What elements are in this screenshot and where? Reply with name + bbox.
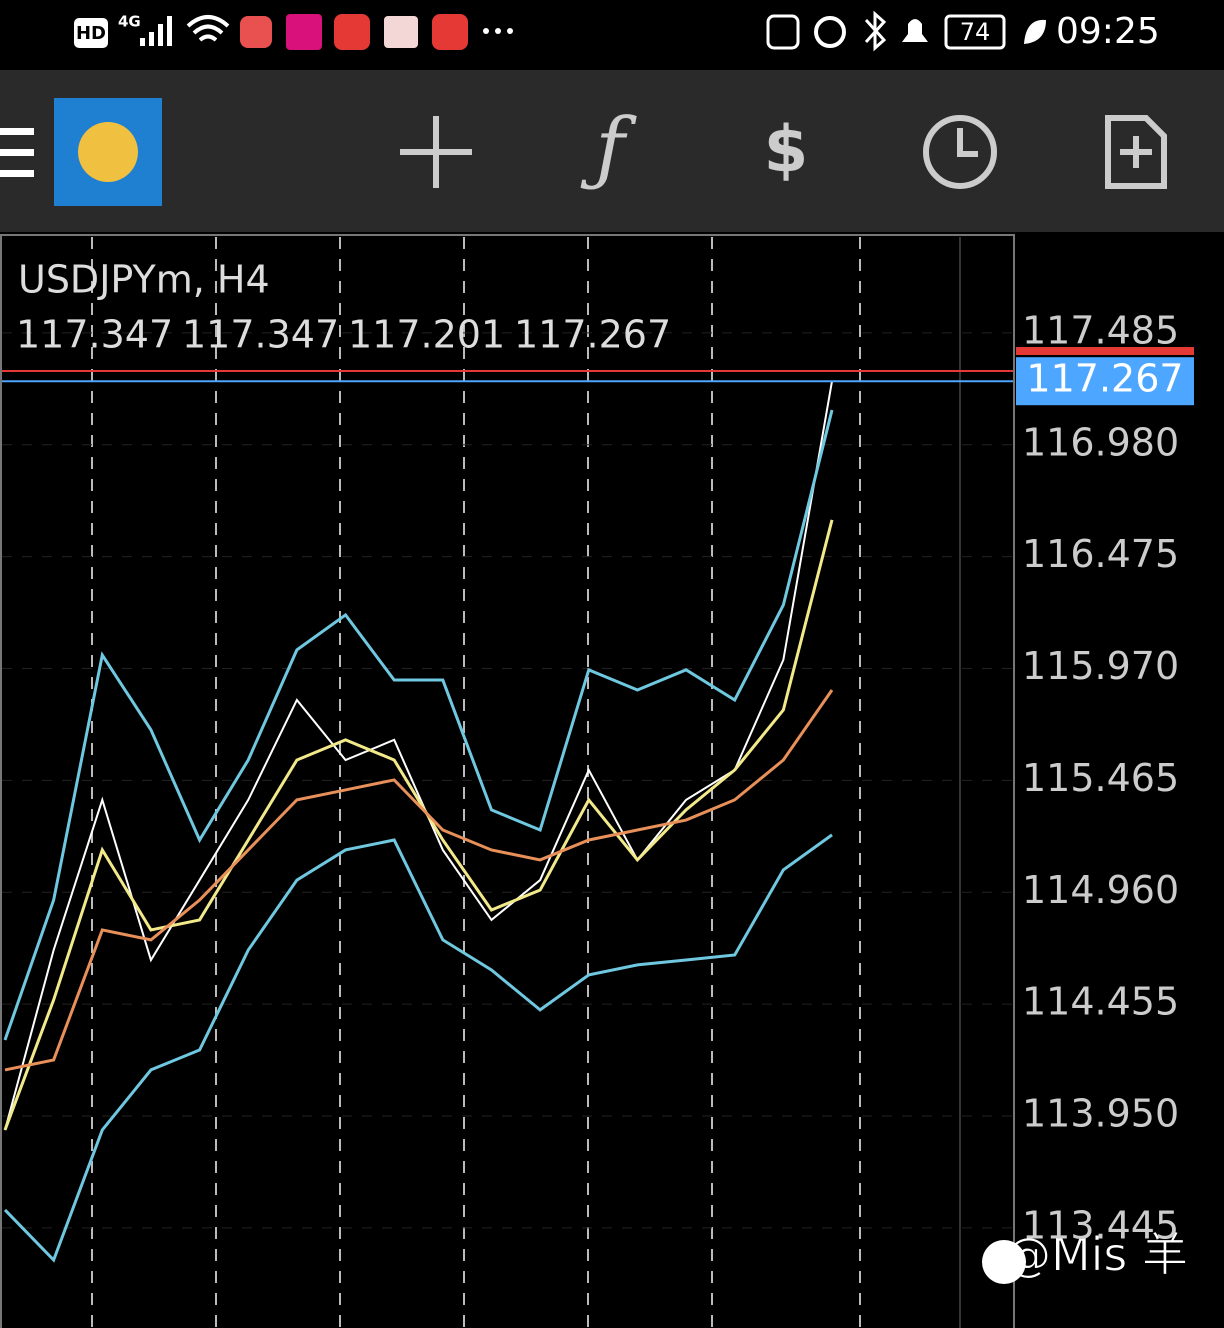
alarm-icon	[814, 16, 846, 48]
bid-box	[1016, 357, 1194, 406]
wifi-icon	[186, 15, 230, 42]
app-icon	[240, 16, 272, 48]
watermark-logo	[982, 1240, 1026, 1284]
trade-button[interactable]: $	[764, 114, 809, 188]
app-icon	[384, 16, 418, 48]
new-order-button[interactable]	[1105, 115, 1167, 189]
app-icon	[286, 14, 322, 50]
battery-icon	[944, 14, 1006, 50]
signal-label: 4G	[118, 13, 141, 31]
mute-icon	[902, 19, 928, 42]
price-label: 114.960	[1022, 868, 1179, 912]
ohlc-value: 117.267	[514, 313, 671, 357]
ohlc-value: 117.347	[16, 313, 173, 357]
nfc-icon	[766, 14, 800, 50]
clock: 09:25	[1056, 11, 1160, 52]
timeframe-button[interactable]	[923, 115, 997, 189]
price-label: 113.445	[1022, 1203, 1179, 1247]
price-line	[3, 409, 834, 1041]
price-label: 116.980	[1022, 420, 1179, 464]
price-label: 115.465	[1022, 756, 1179, 800]
crosshair-button[interactable]	[400, 116, 472, 188]
price-label: 117.485	[1022, 308, 1179, 352]
menu-button[interactable]	[0, 128, 34, 177]
symbol-title: USDJPYm, H4	[18, 258, 270, 302]
price-line	[3, 833, 833, 1263]
ohlc-value: 117.201	[348, 313, 505, 357]
app-icon	[334, 14, 370, 50]
signal-icon	[140, 16, 172, 46]
price-line	[4, 381, 833, 1131]
price-label: 115.970	[1022, 644, 1179, 688]
app-icon	[432, 14, 468, 50]
chart-frame	[0, 234, 1015, 1328]
bluetooth-icon	[864, 10, 887, 52]
toolbar	[0, 70, 1224, 232]
more-icon	[483, 28, 513, 34]
timeframe-hands	[957, 128, 978, 157]
price-line	[3, 519, 834, 1131]
network-label: HD	[76, 23, 106, 44]
ohlc-value: 117.347	[182, 313, 339, 357]
price-label: 114.455	[1022, 980, 1179, 1024]
price-label: 113.950	[1022, 1092, 1179, 1136]
price-line	[4, 689, 834, 1072]
bid-label: 117.267	[1026, 357, 1183, 401]
hd-badge	[74, 18, 108, 48]
plot	[2, 237, 1013, 1328]
battery-level: 74	[960, 18, 991, 46]
price-label: 116.475	[1022, 532, 1179, 576]
app-logo-mark	[78, 122, 138, 182]
eco-icon	[1024, 19, 1046, 44]
watermark: @Mis 羊	[1005, 1228, 1188, 1282]
ohlc: 117.347 117.347 117.201 117.267	[16, 313, 671, 357]
ask-marker	[1016, 347, 1194, 356]
